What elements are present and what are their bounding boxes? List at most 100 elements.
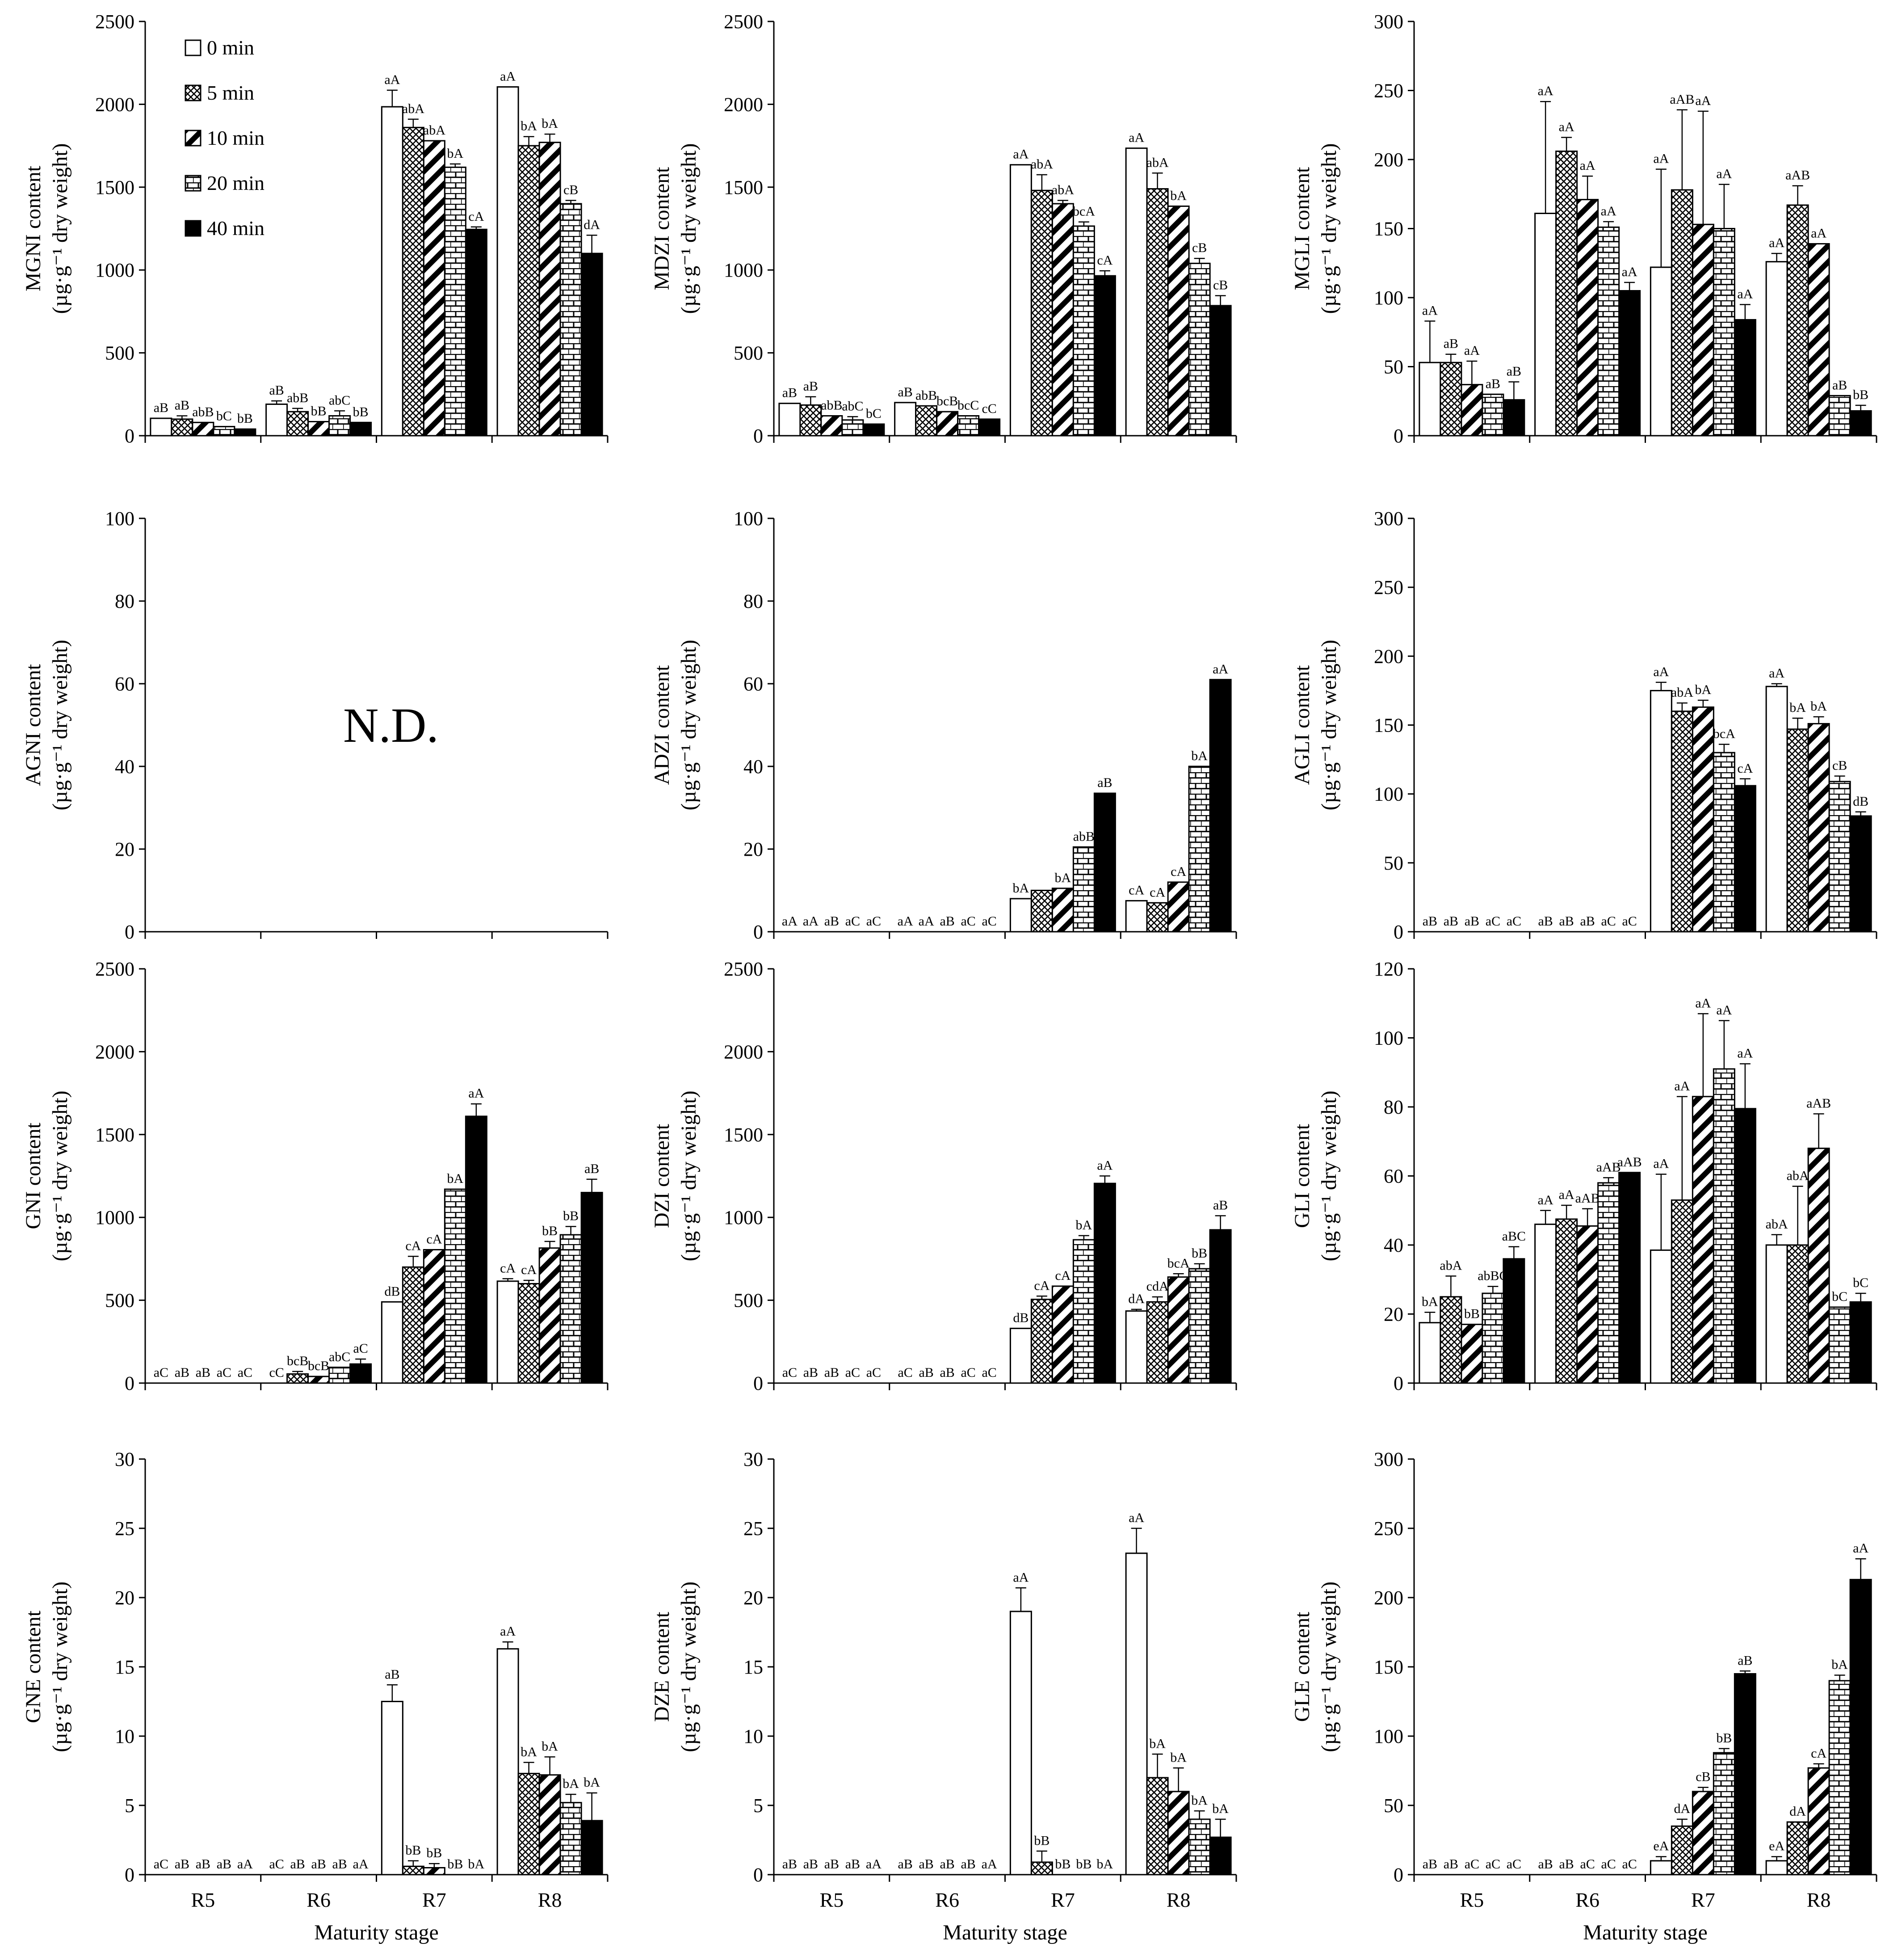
significance-label: bB (1464, 1307, 1480, 1321)
bar-adzi-r7-s0 (1009, 898, 1032, 933)
bar-gne-r7-s1 (402, 1865, 424, 1876)
significance-label: bB (563, 1209, 579, 1224)
significance-label: aB (584, 1161, 599, 1176)
significance-label: aA (1716, 167, 1732, 181)
significance-label: aA (500, 1624, 516, 1639)
y-tick-label: 1500 (724, 177, 763, 198)
significance-label: bB (311, 404, 327, 418)
bar-gne-r8-s4 (580, 1820, 603, 1876)
bar-mdzi-r6-s1 (915, 405, 938, 437)
bar-mgni-r8-s0 (496, 86, 519, 437)
y-tick-label: 0 (1394, 425, 1403, 447)
significance-label: aB (175, 398, 189, 413)
bar-gli-r8-s2 (1807, 1148, 1830, 1384)
significance-label: bB (1055, 1857, 1071, 1872)
significance-label: abB (915, 388, 937, 403)
bar-mdzi-r5-s0 (778, 403, 801, 437)
significance-label: abA (402, 101, 424, 116)
y-tick-label: 80 (743, 590, 763, 612)
y-tick-label: 0 (753, 1372, 763, 1394)
significance-label: aB (196, 1857, 210, 1872)
significance-label: bA (584, 1775, 600, 1790)
significance-label: aB (1538, 1857, 1553, 1872)
bar-mgli-r6-s4 (1618, 290, 1641, 437)
significance-label: aB (1738, 1653, 1752, 1668)
significance-label: eA (1653, 1839, 1669, 1854)
bar-dze-r8-s3 (1188, 1818, 1211, 1876)
y-tick-label: 150 (1374, 1656, 1403, 1678)
significance-label: aC (217, 1365, 231, 1380)
significance-label: aC (238, 1365, 252, 1380)
significance-label: abA (1766, 1217, 1788, 1232)
significance-label: aA (1653, 151, 1669, 166)
bar-dze-r8-s1 (1146, 1777, 1169, 1876)
bar-mdzi-r5-s3 (841, 419, 864, 437)
significance-label: cA (468, 209, 484, 224)
significance-label: aB (824, 1365, 839, 1380)
bar-gne-r7-s0 (381, 1701, 403, 1876)
significance-label: aB (1444, 336, 1458, 351)
significance-label: aB (919, 1365, 933, 1380)
significance-label: bA (1170, 188, 1187, 203)
significance-label: bB (237, 411, 253, 426)
significance-label: aC (154, 1857, 168, 1872)
bar-mdzi-r7-s0 (1009, 164, 1032, 437)
significance-label: bC (1832, 1289, 1847, 1304)
bar-mdzi-r6-s2 (936, 411, 959, 437)
y-tick-label: 1500 (95, 1124, 134, 1146)
x-axis-title: Maturity stage (943, 1921, 1067, 1944)
bar-gle-r8-s1 (1786, 1821, 1809, 1876)
bar-mgni-r6-s2 (307, 421, 330, 437)
bar-mgli-r6-s0 (1534, 213, 1557, 437)
bar-mgni-r8-s2 (538, 142, 561, 437)
significance-label: bA (447, 1171, 464, 1186)
bar-mdzi-r6-s4 (978, 418, 1001, 437)
significance-label: aA (1737, 286, 1753, 301)
bar-gli-r7-s2 (1692, 1096, 1714, 1384)
y-tick-label: 20 (1384, 1304, 1403, 1325)
bar-mgli-r5-s0 (1419, 362, 1441, 437)
significance-label: dB (1853, 794, 1868, 809)
bar-dzi-r8-s2 (1167, 1276, 1190, 1384)
y-tick-label: 80 (1384, 1096, 1403, 1118)
panel-agli: 0 50 100 150 200 250 300 AGLI content (µg·g⁻¹ dr… (1290, 508, 1877, 943)
bar-dze-r8-s4 (1209, 1836, 1232, 1876)
bar-gle-r8-s2 (1807, 1767, 1830, 1876)
significance-label: aB (1444, 1857, 1458, 1872)
bar-gni-r7-s2 (423, 1249, 445, 1384)
bar-gni-r7-s3 (444, 1188, 466, 1384)
bar-dze-r8-s0 (1125, 1552, 1148, 1876)
y-tick-label: 40 (115, 756, 134, 778)
bar-gle-r7-s2 (1692, 1791, 1714, 1876)
y-axis-title: GNI content (21, 1123, 45, 1229)
y-tick-label: 10 (743, 1725, 763, 1747)
bar-adzi-r8-s4 (1209, 679, 1232, 933)
significance-label: abA (1671, 685, 1693, 700)
y-tick-label: 200 (1374, 645, 1403, 667)
legend-swatch (185, 130, 202, 147)
bar-dzi-r7-s0 (1009, 1328, 1032, 1384)
y-axis-unit: (µg·g⁻¹ dry weight) (48, 1091, 72, 1262)
bar-adzi-r7-s1 (1030, 890, 1053, 933)
significance-label: abB (821, 398, 842, 413)
bar-mgni-r7-s3 (444, 166, 466, 437)
significance-label: bA (1191, 1793, 1208, 1808)
bar-mgli-r8-s1 (1786, 204, 1809, 437)
y-tick-label: 60 (743, 673, 763, 695)
bar-adzi-r7-s2 (1051, 887, 1074, 933)
not-detected-label: N.D. (343, 698, 439, 753)
x-tick-label: R5 (820, 1888, 844, 1911)
bar-gli-r6-s0 (1534, 1224, 1557, 1384)
significance-label: aA (237, 1857, 253, 1872)
bar-gli-r7-s4 (1734, 1108, 1756, 1384)
x-axis-title: Maturity stage (1583, 1921, 1708, 1944)
y-axis-title: GLI content (1290, 1123, 1314, 1228)
bar-gni-r6-s3 (328, 1367, 351, 1384)
significance-label: aC (1622, 914, 1637, 929)
y-axis-unit: (µg·g⁻¹ dry weight) (677, 1091, 701, 1262)
y-tick-label: 500 (734, 342, 763, 364)
y-tick-label: 150 (1374, 715, 1403, 736)
significance-label: aC (898, 1365, 912, 1380)
significance-label: aB (940, 914, 954, 929)
bar-adzi-r8-s1 (1146, 902, 1169, 933)
